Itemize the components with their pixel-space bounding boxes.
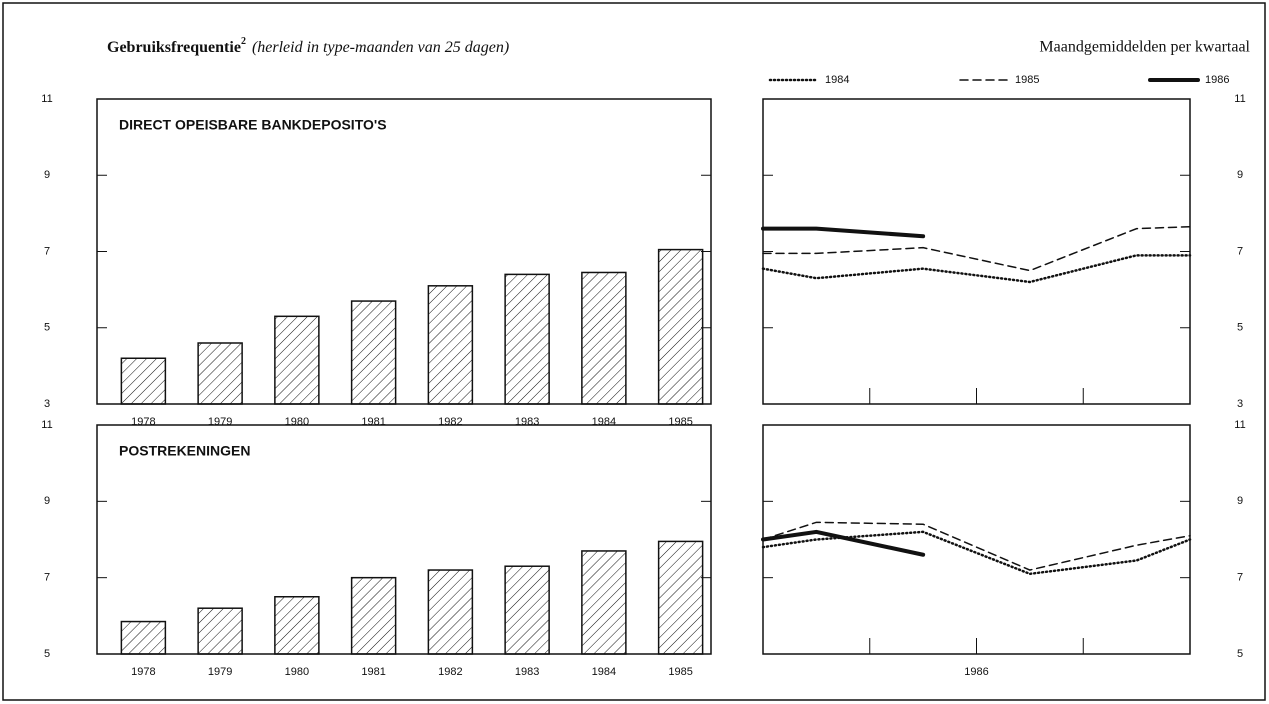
- panel: [762, 98, 1191, 405]
- y-tick-label: 9: [44, 169, 50, 181]
- bar: [120, 357, 167, 405]
- panel-title: POSTREKENINGEN: [119, 443, 250, 459]
- bar: [657, 248, 704, 405]
- line: [761, 254, 1192, 284]
- title: Gebruiksfrequentie: [107, 39, 241, 56]
- bar: [197, 342, 243, 405]
- y-tick-label: 7: [44, 245, 50, 257]
- title-group: Gebruiksfrequentie2 (herleid in type-maan…: [107, 36, 509, 55]
- x-tick-label: 1981: [361, 416, 385, 428]
- x-label: 1986: [964, 666, 988, 678]
- x-tick-label: 1979: [208, 416, 232, 428]
- x-tick-label: 1985: [668, 666, 692, 678]
- line: [761, 530, 1192, 576]
- x-tick-label: 1978: [131, 416, 155, 428]
- bar: [274, 315, 320, 405]
- bar: [350, 300, 397, 405]
- x-tick-label: 1985: [668, 416, 692, 428]
- x-tick-label: 1983: [515, 666, 539, 678]
- x-tick-label: 1984: [592, 416, 616, 428]
- bar: [504, 565, 550, 655]
- x-tick-label: 1984: [592, 666, 616, 678]
- bar: [657, 540, 704, 655]
- bar: [350, 576, 397, 655]
- y-tick-label: 9: [1237, 169, 1243, 181]
- bar: [581, 271, 627, 405]
- bar: [427, 285, 474, 405]
- line: [762, 225, 1191, 272]
- bar: [504, 273, 550, 405]
- bar: [427, 569, 474, 655]
- x-tick-label: 1979: [208, 666, 232, 678]
- line: [761, 226, 926, 239]
- y-tick-label: 9: [44, 495, 50, 507]
- y-tick-label: 11: [1234, 93, 1245, 105]
- y-tick-label: 3: [1237, 398, 1243, 410]
- bar: [197, 607, 243, 655]
- line: [761, 529, 926, 557]
- bar: [274, 596, 320, 655]
- line: [762, 521, 1191, 571]
- y-tick-label: 7: [44, 572, 50, 584]
- y-tick-label: 7: [1237, 245, 1243, 257]
- x-tick-label: 1980: [285, 416, 309, 428]
- right-title: Maandgemiddelden per kwartaal: [1039, 39, 1250, 56]
- x-tick-label: 1980: [285, 666, 309, 678]
- x-tick-label: 1983: [515, 416, 539, 428]
- legend-label: 1986: [1205, 74, 1229, 86]
- y-tick-label: 5: [44, 322, 50, 334]
- y-tick-label: 5: [1237, 648, 1243, 660]
- bar: [120, 620, 167, 655]
- y-tick-label: 11: [1234, 419, 1245, 431]
- y-tick-label: 11: [41, 419, 52, 431]
- legend-label: 1985: [1015, 74, 1039, 86]
- y-tick-label: 11: [41, 93, 52, 105]
- y-tick-label: 5: [44, 648, 50, 660]
- legend-label: 1984: [825, 74, 849, 86]
- y-tick-label: 7: [1237, 572, 1243, 584]
- subtitle: (herleid in type-maanden van 25 dagen): [252, 39, 509, 56]
- x-tick-label: 1982: [438, 666, 462, 678]
- panel: [96, 424, 712, 655]
- panel-title: DIRECT OPEISBARE BANKDEPOSITO'S: [119, 117, 387, 133]
- x-tick-label: 1982: [438, 416, 462, 428]
- y-tick-label: 9: [1237, 495, 1243, 507]
- y-tick-label: 3: [44, 398, 50, 410]
- x-tick-label: 1978: [131, 666, 155, 678]
- y-tick-label: 5: [1237, 322, 1243, 334]
- x-tick-label: 1981: [361, 666, 385, 678]
- title-sup: 2: [241, 36, 246, 47]
- bar: [581, 550, 627, 655]
